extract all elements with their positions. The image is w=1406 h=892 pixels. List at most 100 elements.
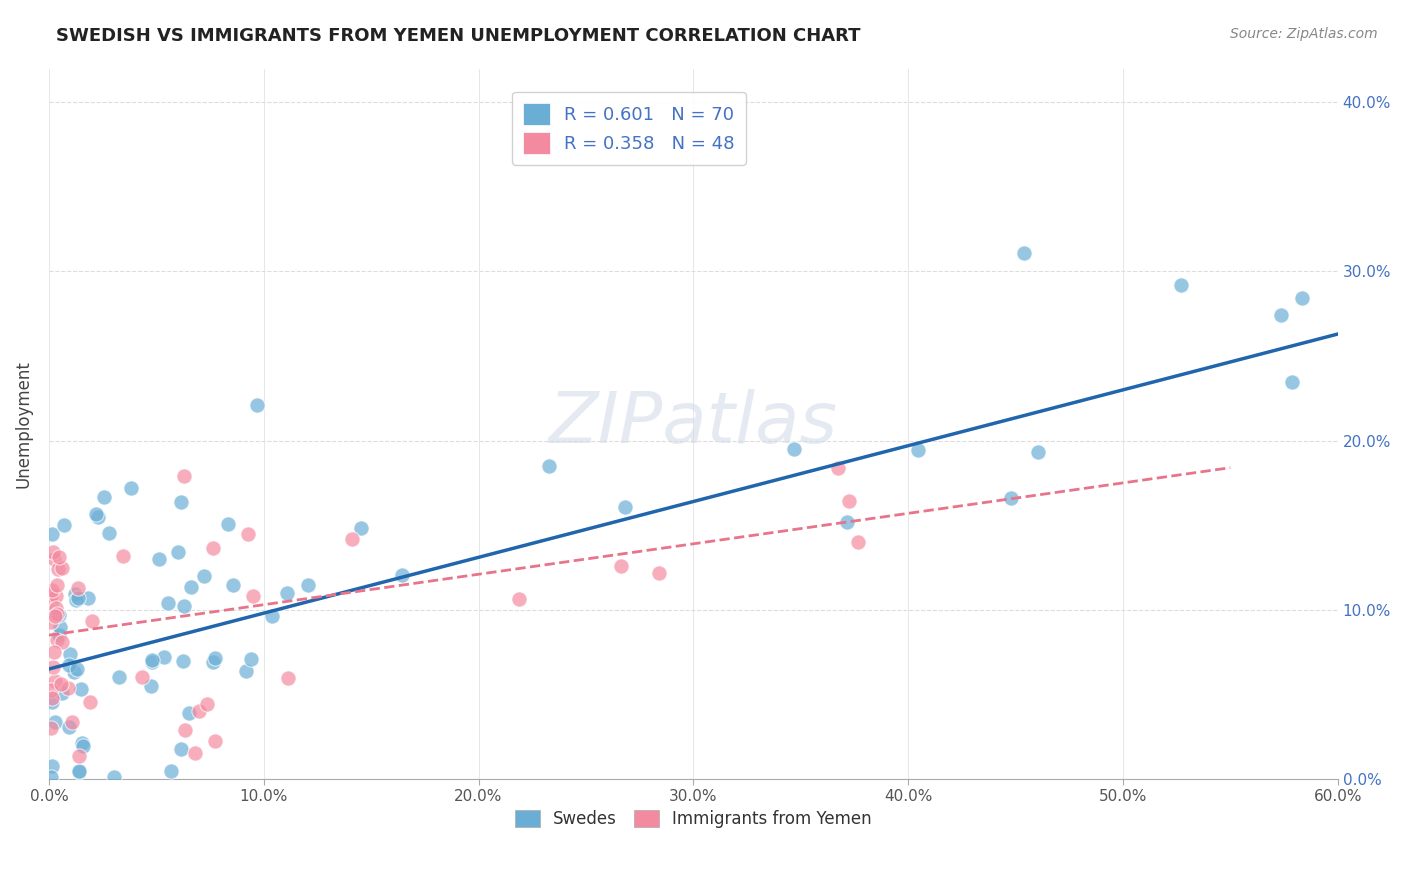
Point <box>49 677 72 691</box>
Point <box>153 650 176 665</box>
Point <box>51 561 73 575</box>
Point <box>108 670 131 684</box>
Point <box>1270 308 1292 322</box>
Point <box>202 541 225 556</box>
Point <box>48 608 70 623</box>
Point <box>51 635 73 649</box>
Point <box>49 620 72 634</box>
Point <box>65 592 87 607</box>
Point <box>508 591 530 606</box>
Point <box>238 526 260 541</box>
Point <box>44 715 66 730</box>
Point <box>391 568 413 582</box>
Point <box>72 739 94 753</box>
Text: Source: ZipAtlas.com: Source: ZipAtlas.com <box>1230 27 1378 41</box>
Point <box>56 681 79 695</box>
Point <box>66 591 89 606</box>
Point <box>41 660 63 674</box>
Point <box>93 490 115 504</box>
Point <box>614 500 637 514</box>
Point <box>39 588 62 602</box>
Point <box>610 558 633 573</box>
Text: SWEDISH VS IMMIGRANTS FROM YEMEN UNEMPLOYMENT CORRELATION CHART: SWEDISH VS IMMIGRANTS FROM YEMEN UNEMPLO… <box>56 27 860 45</box>
Point <box>240 652 263 666</box>
Point <box>1000 491 1022 505</box>
Point <box>42 645 65 659</box>
Point <box>87 510 110 524</box>
Point <box>1014 246 1036 260</box>
Point <box>77 591 100 605</box>
Point <box>58 657 80 672</box>
Point <box>67 581 90 595</box>
Point <box>827 461 849 475</box>
Point <box>174 723 197 737</box>
Point <box>837 515 859 529</box>
Legend: Swedes, Immigrants from Yemen: Swedes, Immigrants from Yemen <box>508 803 879 835</box>
Point <box>188 705 211 719</box>
Point <box>173 599 195 614</box>
Point <box>160 764 183 779</box>
Point <box>60 714 83 729</box>
Text: ZIPatlas: ZIPatlas <box>548 389 838 458</box>
Point <box>52 518 75 533</box>
Point <box>82 614 104 628</box>
Point <box>846 534 869 549</box>
Point <box>46 562 69 576</box>
Point <box>340 532 363 546</box>
Point <box>97 525 120 540</box>
Point <box>48 549 70 564</box>
Point <box>1291 291 1313 305</box>
Point <box>62 665 84 679</box>
Point <box>156 596 179 610</box>
Point <box>45 577 67 591</box>
Point <box>41 695 63 709</box>
Point <box>67 749 90 764</box>
Point <box>179 706 201 720</box>
Point <box>41 582 63 597</box>
Point <box>44 589 66 603</box>
Point <box>204 734 226 748</box>
Point <box>63 587 86 601</box>
Point <box>201 655 224 669</box>
Point <box>39 682 62 697</box>
Point <box>217 517 239 532</box>
Point <box>350 521 373 535</box>
Point <box>48 628 70 642</box>
Point <box>838 494 860 508</box>
Point <box>782 442 804 456</box>
Point <box>1281 376 1303 390</box>
Point <box>169 495 191 509</box>
Point <box>51 686 73 700</box>
Point <box>242 589 264 603</box>
Point <box>41 527 63 541</box>
Point <box>173 469 195 483</box>
Point <box>172 654 194 668</box>
Point <box>647 566 669 581</box>
Point <box>222 577 245 591</box>
Point <box>111 549 134 563</box>
Point <box>141 653 163 667</box>
Point <box>103 770 125 784</box>
Point <box>58 720 80 734</box>
Point <box>79 695 101 709</box>
Point <box>67 765 90 780</box>
Point <box>86 508 108 522</box>
Point <box>46 607 69 621</box>
Point <box>120 481 142 495</box>
Point <box>260 609 283 624</box>
Point <box>235 664 257 678</box>
Point <box>69 681 91 696</box>
Point <box>58 647 80 661</box>
Point <box>170 742 193 756</box>
Point <box>183 747 205 761</box>
Point <box>41 759 63 773</box>
Point <box>39 615 62 629</box>
Point <box>39 721 62 735</box>
Point <box>148 552 170 566</box>
Point <box>70 736 93 750</box>
Point <box>45 633 67 648</box>
Point <box>538 459 561 474</box>
Point <box>39 770 62 784</box>
Point <box>246 398 269 412</box>
Point <box>166 545 188 559</box>
